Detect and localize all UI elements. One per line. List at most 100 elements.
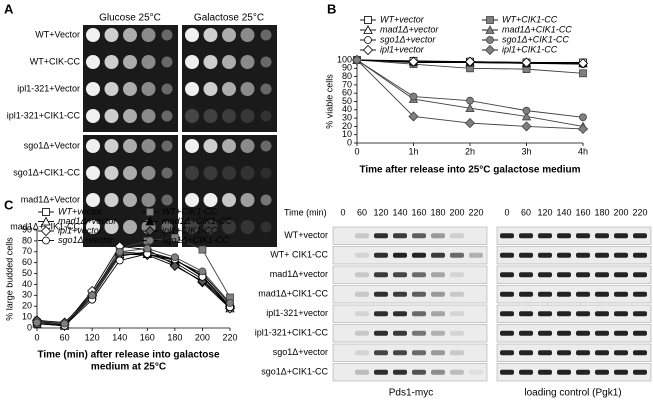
blot-strip [332,343,488,362]
legend-label: WT+vector [380,14,425,24]
band [393,291,407,297]
band [355,252,369,258]
spot [222,109,236,123]
y-tick-label: 80 [342,71,352,81]
y-tick-label: 20 [342,121,352,131]
band [412,311,426,317]
spot [86,55,100,69]
spot [161,167,173,179]
band [412,369,426,375]
band [500,252,514,258]
band [557,330,571,336]
band [374,272,388,278]
x-tick-label: 60 [60,332,70,342]
y-axis-title: % large budded cells [4,237,14,321]
blot-strip [332,265,488,284]
band [538,330,552,336]
spot [222,220,236,234]
band [355,311,369,317]
time-label: 140 [556,207,571,217]
spot [260,56,272,68]
y-tick-label: 60 [22,257,32,267]
strain-label: ipl1-321+CIK1-CC [7,110,81,120]
band [412,252,426,258]
spot [86,28,100,42]
x-tick-label: 0 [354,146,359,156]
strain-label: mad1Δ+CIK1-CC [258,289,328,299]
band [614,252,628,258]
spot [123,55,137,69]
panel-label: A [4,1,14,16]
band [412,291,426,297]
data-point [226,299,234,307]
data-point [88,291,97,300]
y-tick-label: 30 [22,290,32,300]
data-point [169,260,180,271]
band [614,330,628,336]
legend-marker [42,208,50,216]
y-tick-label: 10 [342,129,352,139]
y-tick-label: 70 [22,246,32,256]
spot [104,139,119,153]
spot [161,110,173,122]
band [576,369,590,375]
spot [86,166,100,180]
data-point [170,253,179,262]
band [538,272,552,278]
spot [240,166,255,180]
band [557,350,571,356]
spot [104,55,119,69]
spot [240,55,255,69]
spot [260,221,272,233]
data-point [466,96,474,105]
legend-label: WT+vector [58,206,103,216]
data-point [33,318,41,327]
spot [260,110,272,122]
spot [141,166,156,180]
band [557,233,571,239]
spot [240,109,255,123]
spot [161,83,173,95]
band [614,233,628,239]
legend-label: ipl1+CIK1-CC [162,225,218,235]
band [355,350,369,356]
time-label: 60 [357,207,367,217]
y-tick-label: 50 [342,96,352,106]
spot [141,55,156,69]
series-line [36,237,231,326]
band [450,369,464,375]
x-tick-label: 1h [408,146,418,156]
band [374,252,388,258]
time-label: 120 [537,207,552,217]
band [519,291,533,297]
band [450,272,464,278]
data-point [198,245,207,254]
spot [185,82,199,96]
legend-marker [40,225,52,237]
band [538,350,552,356]
strain-label: sgo1Δ+CIK1-CC [13,167,80,177]
band [538,233,552,239]
strain-label: ipl1-321+CIK1-CC [255,328,329,338]
band [431,272,445,278]
spot [240,82,255,96]
band [500,350,514,356]
spot [203,166,218,180]
data-point [143,244,152,253]
spot [123,139,137,153]
legend-label: mad1Δ+CIK1-CC [162,216,232,226]
band [519,330,533,336]
band [595,291,609,297]
time-label: 160 [575,207,590,217]
band [557,311,571,317]
y-tick-label: 60 [342,88,352,98]
spot [260,29,272,41]
band [450,291,464,297]
strain-label: WT+vector [284,230,328,240]
blot-strip [332,226,488,245]
band [519,233,533,239]
strain-label: mad1Δ+Vector [21,194,80,204]
spot [185,139,199,153]
band [412,233,426,239]
legend-label: mad1Δ+CIK1-CC [502,24,572,34]
